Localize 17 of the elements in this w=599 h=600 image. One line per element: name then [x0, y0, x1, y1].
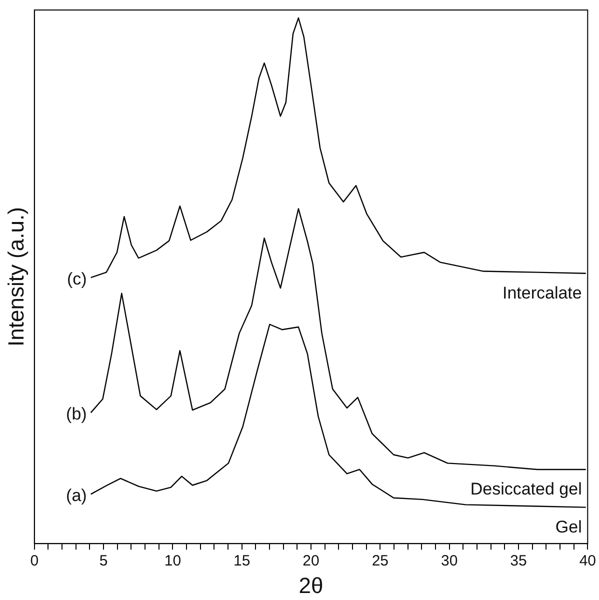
- y-axis-title: Intensity (a.u.): [3, 207, 28, 346]
- series-label: Desiccated gel: [470, 480, 582, 499]
- annotation: (c): [67, 269, 87, 288]
- x-tick-label: 20: [302, 552, 320, 570]
- series-label: Gel: [555, 518, 582, 537]
- annotation: (a): [66, 486, 87, 505]
- x-tick-label: 35: [510, 552, 527, 570]
- x-tick-label: 5: [99, 552, 108, 570]
- x-tick-label: 25: [372, 552, 389, 570]
- x-tick-label: 0: [30, 552, 39, 570]
- x-tick-label: 40: [579, 552, 596, 570]
- x-tick-label: 15: [234, 552, 250, 570]
- x-tick-label: 30: [441, 552, 458, 570]
- x-tick-label: 10: [164, 552, 182, 570]
- series-label: Intercalate: [502, 284, 582, 303]
- x-axis-title: 2θ: [298, 572, 324, 598]
- annotation: (b): [66, 404, 87, 424]
